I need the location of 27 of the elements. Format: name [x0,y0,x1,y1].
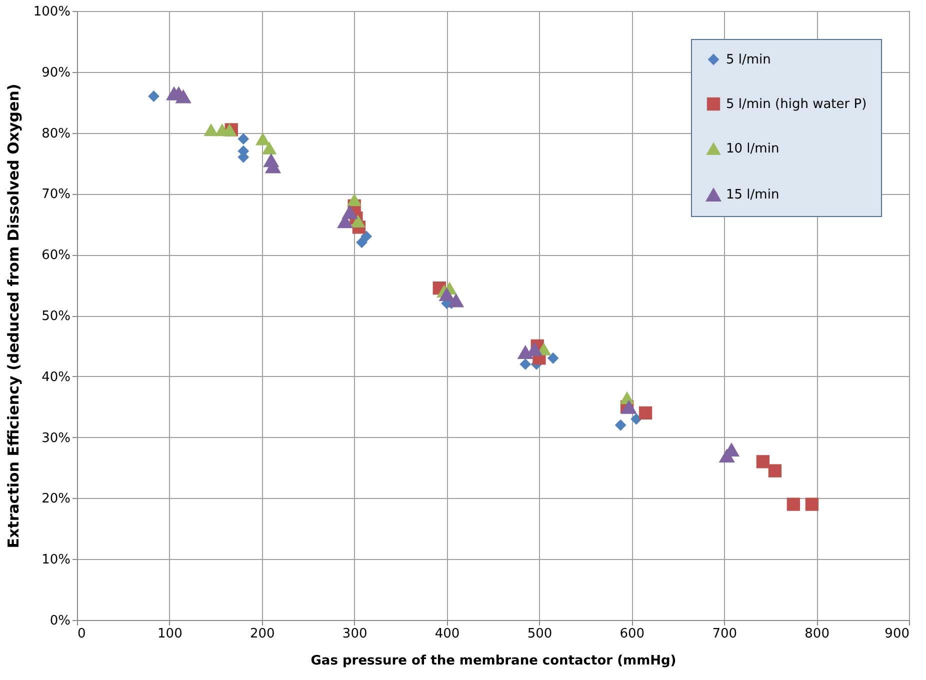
y-tick-label: 80% [42,126,70,142]
y-tick-label: 0% [50,614,70,628]
y-tick-label: 70% [42,187,70,202]
x-tick-label: 100 [158,626,182,642]
y-tick-label: 20% [42,492,70,507]
x-tick-label: 700 [712,626,738,642]
legend-label: 15 l/min [726,188,780,202]
x-tick-label: 200 [250,626,275,642]
x-tick-label: 900 [884,626,910,642]
y-tick-label: 90% [42,65,70,80]
legend-label: 5 l/min (high water P) [726,97,867,112]
y-tick-label: 60% [42,248,70,264]
y-tick-label: 100% [33,4,70,20]
x-tick-label: 600 [620,626,645,642]
y-tick-label: 10% [42,552,70,568]
x-tick-label: 500 [527,626,552,642]
y-axis-title: Extraction Efficiency (deduced from Dissolved Oxygen) [4,84,22,548]
x-tick-label: 300 [342,626,368,642]
legend-label: 5 l/min [726,52,771,68]
y-tick-label: 40% [42,370,70,385]
x-tick-label: 400 [434,626,460,642]
y-tick-label: 30% [42,430,70,446]
x-axis-title: Gas pressure of the membrane contactor (mmHg) [310,654,676,668]
y-tick-label: 50% [42,309,70,324]
x-tick-label: 0 [78,626,86,642]
legend-label: 10 l/min [726,142,780,156]
x-tick-label: 800 [804,626,830,642]
